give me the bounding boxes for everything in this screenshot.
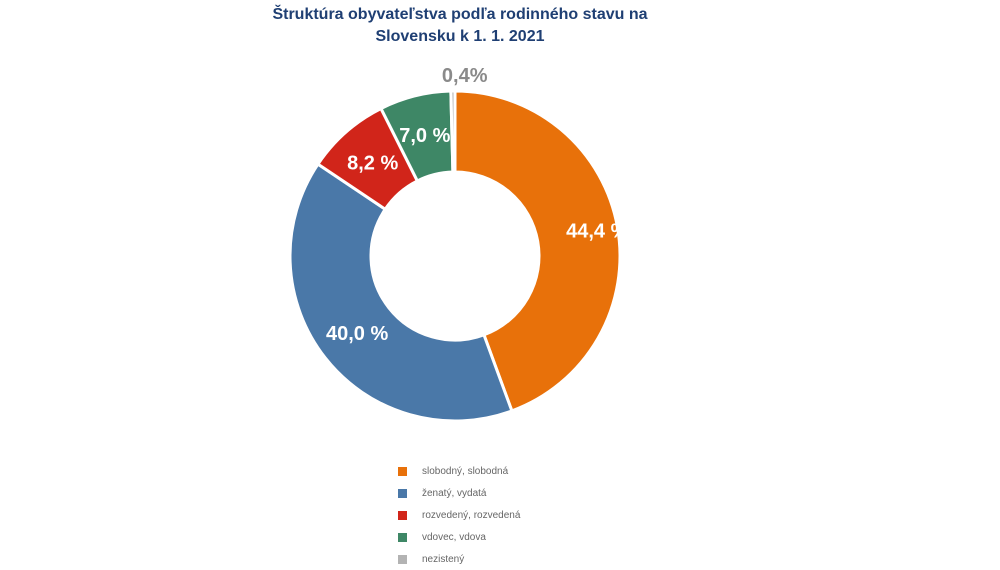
- slice-0: [453, 89, 622, 413]
- data-label-4: 0,4%: [442, 65, 488, 87]
- data-label-0: 44,4 %: [566, 221, 628, 243]
- legend-item: nezistený: [398, 548, 520, 570]
- legend-swatch: [398, 510, 407, 520]
- legend-swatch: [398, 532, 407, 542]
- data-label-3: 7,0 %: [399, 125, 450, 147]
- legend-label: nezistený: [422, 553, 465, 565]
- legend-item: slobodný, slobodná: [398, 460, 520, 482]
- chart-title: Štruktúra obyvateľstva podľa rodinného s…: [272, 6, 648, 45]
- legend-label: vdovec, vdova: [422, 531, 486, 543]
- legend-item: vdovec, vdova: [398, 526, 520, 548]
- data-label-2: 8,2 %: [347, 153, 398, 175]
- legend-label: ženatý, vydatá: [422, 487, 487, 499]
- legend-label: slobodný, slobodná: [422, 465, 509, 477]
- data-label-1: 40,0 %: [326, 323, 388, 345]
- legend-label: rozvedený, rozvedená: [422, 509, 521, 521]
- legend-swatch: [398, 466, 407, 476]
- slice-4: [449, 89, 457, 174]
- legend: slobodný, slobodná ženatý, vydatá rozveden…: [398, 460, 520, 570]
- legend-item: ženatý, vydatá: [398, 482, 520, 504]
- legend-swatch: [398, 488, 407, 498]
- slice-1: [288, 162, 514, 423]
- legend-item: rozvedený, rozvedená: [398, 504, 520, 526]
- legend-swatch: [398, 554, 407, 564]
